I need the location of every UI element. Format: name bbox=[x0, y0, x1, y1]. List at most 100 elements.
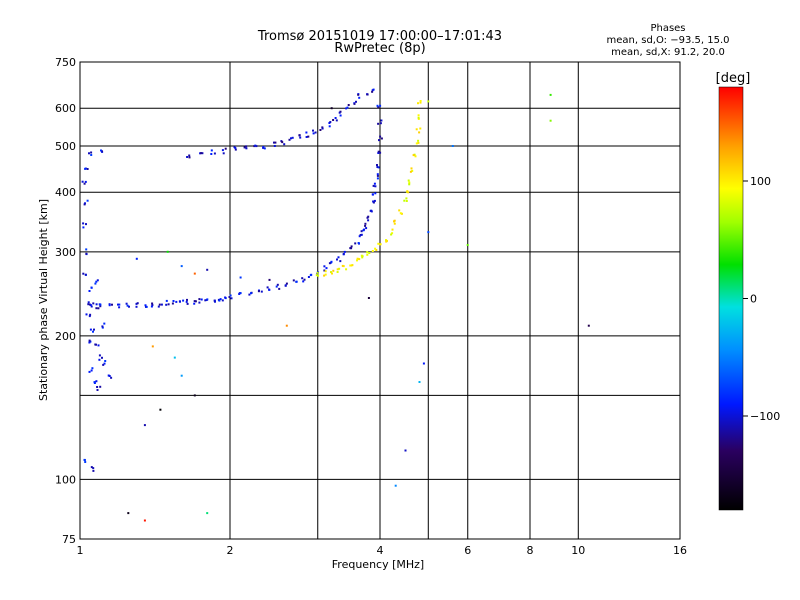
data-point bbox=[85, 223, 87, 226]
data-point bbox=[377, 122, 380, 125]
data-point bbox=[367, 219, 370, 222]
data-point bbox=[283, 143, 286, 146]
data-point bbox=[292, 279, 295, 282]
data-point bbox=[350, 245, 353, 248]
data-point bbox=[268, 278, 271, 281]
data-point bbox=[250, 292, 252, 295]
data-point bbox=[393, 222, 396, 225]
data-point bbox=[371, 250, 374, 252]
data-point bbox=[315, 274, 318, 277]
data-point bbox=[85, 248, 88, 251]
data-point bbox=[206, 268, 209, 271]
data-point bbox=[99, 385, 102, 388]
data-point bbox=[243, 146, 246, 149]
data-point bbox=[415, 128, 418, 131]
data-point bbox=[407, 179, 410, 182]
data-point bbox=[173, 356, 176, 359]
data-point bbox=[135, 257, 138, 260]
x-tick-label: 16 bbox=[673, 544, 687, 557]
data-point bbox=[200, 298, 203, 301]
data-point bbox=[143, 519, 146, 522]
data-point bbox=[185, 300, 188, 303]
data-point bbox=[186, 298, 188, 301]
data-point bbox=[336, 268, 339, 271]
data-point bbox=[312, 129, 314, 132]
data-point bbox=[422, 362, 425, 365]
data-point bbox=[312, 132, 315, 135]
data-point bbox=[329, 121, 332, 123]
data-point bbox=[365, 227, 368, 230]
data-point bbox=[284, 284, 287, 287]
data-point bbox=[88, 290, 91, 292]
data-point bbox=[158, 303, 161, 306]
data-point bbox=[214, 300, 216, 303]
data-point bbox=[316, 271, 319, 274]
data-point bbox=[404, 449, 407, 452]
data-point bbox=[230, 297, 233, 300]
data-point bbox=[151, 304, 154, 307]
data-point bbox=[321, 126, 324, 129]
data-point bbox=[343, 250, 346, 253]
data-point bbox=[466, 244, 469, 246]
data-point bbox=[157, 305, 160, 308]
data-point bbox=[99, 303, 102, 306]
data-point bbox=[418, 381, 421, 383]
data-point bbox=[135, 302, 138, 305]
data-point bbox=[355, 100, 357, 103]
data-point bbox=[101, 325, 104, 328]
data-point bbox=[82, 222, 85, 225]
data-point bbox=[342, 253, 345, 256]
data-point bbox=[321, 127, 324, 130]
data-point bbox=[88, 341, 91, 344]
colorbar-tick-label: 100 bbox=[750, 175, 771, 188]
y-tick-label: 600 bbox=[55, 102, 76, 115]
data-point bbox=[391, 232, 394, 235]
data-point bbox=[376, 174, 379, 177]
y-tick-label: 400 bbox=[55, 186, 76, 199]
data-point bbox=[182, 299, 185, 302]
data-point bbox=[357, 93, 360, 96]
data-point bbox=[254, 144, 257, 147]
data-point bbox=[89, 313, 92, 316]
data-point bbox=[379, 243, 382, 246]
data-point bbox=[84, 273, 87, 276]
data-point bbox=[125, 302, 128, 305]
plot-frame bbox=[79, 61, 681, 540]
data-point bbox=[255, 145, 258, 148]
data-point bbox=[336, 271, 339, 273]
data-point bbox=[221, 149, 224, 152]
data-point bbox=[374, 192, 377, 195]
data-point bbox=[245, 145, 248, 148]
data-point bbox=[118, 303, 121, 306]
data-point bbox=[377, 152, 380, 154]
data-point bbox=[419, 127, 422, 130]
data-point bbox=[144, 304, 147, 307]
data-point bbox=[377, 242, 380, 245]
data-point bbox=[206, 298, 209, 301]
data-point bbox=[406, 190, 409, 193]
data-point bbox=[84, 461, 87, 463]
data-point bbox=[409, 170, 412, 173]
data-point bbox=[288, 138, 291, 141]
data-point bbox=[314, 131, 317, 134]
data-point bbox=[160, 303, 163, 306]
data-point bbox=[83, 182, 86, 185]
data-point bbox=[354, 242, 357, 245]
data-point bbox=[451, 145, 454, 147]
y-tick-label: 100 bbox=[55, 473, 76, 486]
data-point bbox=[88, 339, 91, 342]
data-point bbox=[417, 114, 420, 117]
data-point bbox=[328, 262, 331, 265]
data-point bbox=[99, 305, 102, 308]
data-point bbox=[309, 274, 312, 277]
data-point bbox=[222, 152, 225, 155]
data-point bbox=[394, 484, 397, 487]
data-point bbox=[549, 119, 552, 122]
data-point bbox=[391, 228, 394, 231]
data-point bbox=[94, 282, 97, 285]
x-tick-label: 4 bbox=[377, 544, 384, 557]
data-point bbox=[239, 276, 242, 279]
data-point bbox=[93, 328, 95, 331]
data-point bbox=[398, 209, 401, 212]
